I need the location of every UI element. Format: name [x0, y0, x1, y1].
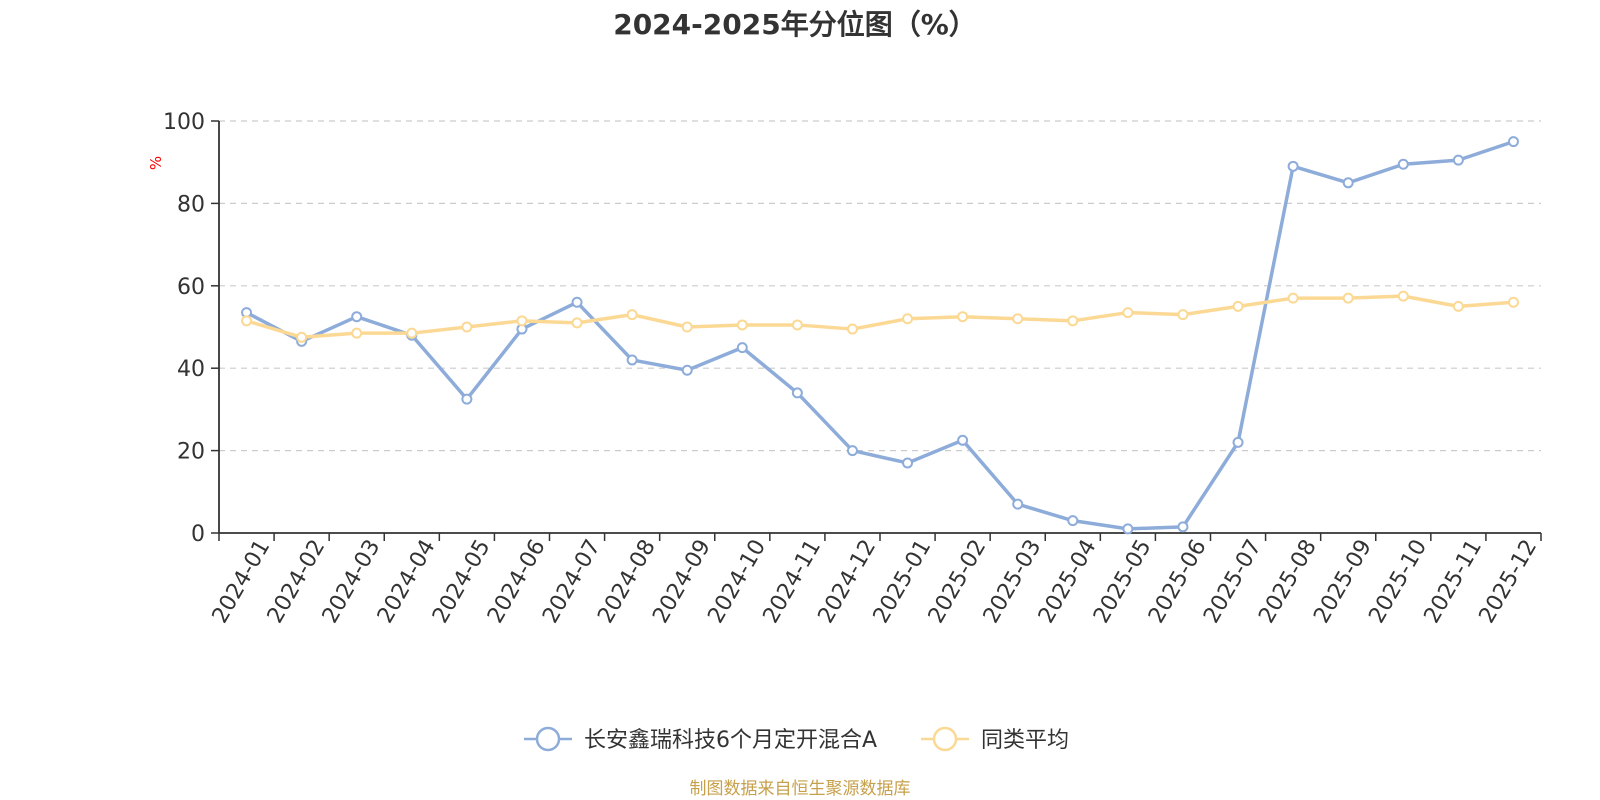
footer-source: 制图数据来自恒生聚源数据库: [690, 779, 911, 799]
legend: 长安鑫瑞科技6个月定开混合A 同类平均: [524, 726, 1069, 753]
chart-title: 2024-2025年分位图（%）: [613, 8, 977, 41]
data-point-series-2[interactable]: [1012, 313, 1024, 325]
grid: [219, 120, 1541, 452]
data-point-series-2[interactable]: [1122, 307, 1134, 319]
data-point-series-2[interactable]: [1177, 309, 1189, 321]
data-point-series-2[interactable]: [296, 331, 308, 343]
y-tick-label: 40: [177, 357, 205, 382]
data-point-series-2[interactable]: [1287, 292, 1299, 304]
y-axis-label: %: [147, 156, 165, 170]
data-point-series-2[interactable]: [902, 313, 914, 325]
data-point-series-1[interactable]: [1177, 521, 1189, 533]
axes: 0204060801002024-012024-022024-032024-04…: [163, 110, 1542, 628]
data-point-series-1[interactable]: [791, 387, 803, 399]
y-tick-label: 60: [177, 275, 205, 300]
data-point-series-2[interactable]: [681, 321, 693, 333]
data-point-series-2[interactable]: [571, 317, 583, 329]
data-point-series-1[interactable]: [351, 311, 363, 323]
data-point-series-1[interactable]: [1232, 436, 1244, 448]
series-line-1: [244, 139, 1516, 531]
legend-label-2[interactable]: 同类平均: [981, 728, 1069, 753]
y-tick-label: 80: [177, 192, 205, 217]
data-point-series-1[interactable]: [846, 445, 858, 457]
data-point-series-1[interactable]: [1067, 515, 1079, 527]
data-point-series-1[interactable]: [461, 393, 473, 405]
data-point-series-1[interactable]: [626, 354, 638, 366]
data-point-series-2[interactable]: [791, 319, 803, 331]
data-point-series-2[interactable]: [846, 323, 858, 335]
data-point-series-2[interactable]: [626, 309, 638, 321]
data-point-series-1[interactable]: [1287, 160, 1299, 172]
data-point-series-1[interactable]: [1122, 523, 1134, 535]
y-tick-label: 100: [163, 110, 205, 135]
data-point-series-1[interactable]: [1012, 498, 1024, 510]
data-point-series-2[interactable]: [241, 315, 253, 327]
data-point-series-2[interactable]: [1067, 315, 1079, 327]
data-point-series-1[interactable]: [1397, 158, 1409, 170]
data-point-series-2[interactable]: [1232, 300, 1244, 312]
data-point-series-2[interactable]: [1342, 292, 1354, 304]
data-point-series-1[interactable]: [681, 364, 693, 376]
data-point-series-1[interactable]: [736, 342, 748, 354]
data-point-series-2[interactable]: [461, 321, 473, 333]
data-point-series-2[interactable]: [406, 327, 418, 339]
y-tick-label: 20: [177, 440, 205, 465]
data-point-series-2[interactable]: [351, 327, 363, 339]
data-point-series-1[interactable]: [957, 434, 969, 446]
legend-marker-1[interactable]: [535, 726, 561, 752]
legend-label-1[interactable]: 长安鑫瑞科技6个月定开混合A: [584, 728, 877, 753]
data-point-series-1[interactable]: [571, 296, 583, 308]
series: [241, 136, 1519, 535]
data-point-series-1[interactable]: [1507, 136, 1519, 148]
data-point-series-2[interactable]: [736, 319, 748, 331]
legend-marker-2[interactable]: [932, 726, 958, 752]
data-point-series-2[interactable]: [516, 315, 528, 327]
series-line-2: [244, 294, 1516, 340]
data-point-series-2[interactable]: [1397, 290, 1409, 302]
data-point-series-1[interactable]: [902, 457, 914, 469]
y-tick-label: 0: [191, 522, 205, 547]
data-point-series-1[interactable]: [1342, 177, 1354, 189]
data-point-series-2[interactable]: [957, 311, 969, 323]
data-point-series-1[interactable]: [1452, 154, 1464, 166]
data-point-series-2[interactable]: [1452, 300, 1464, 312]
data-point-series-2[interactable]: [1507, 296, 1519, 308]
